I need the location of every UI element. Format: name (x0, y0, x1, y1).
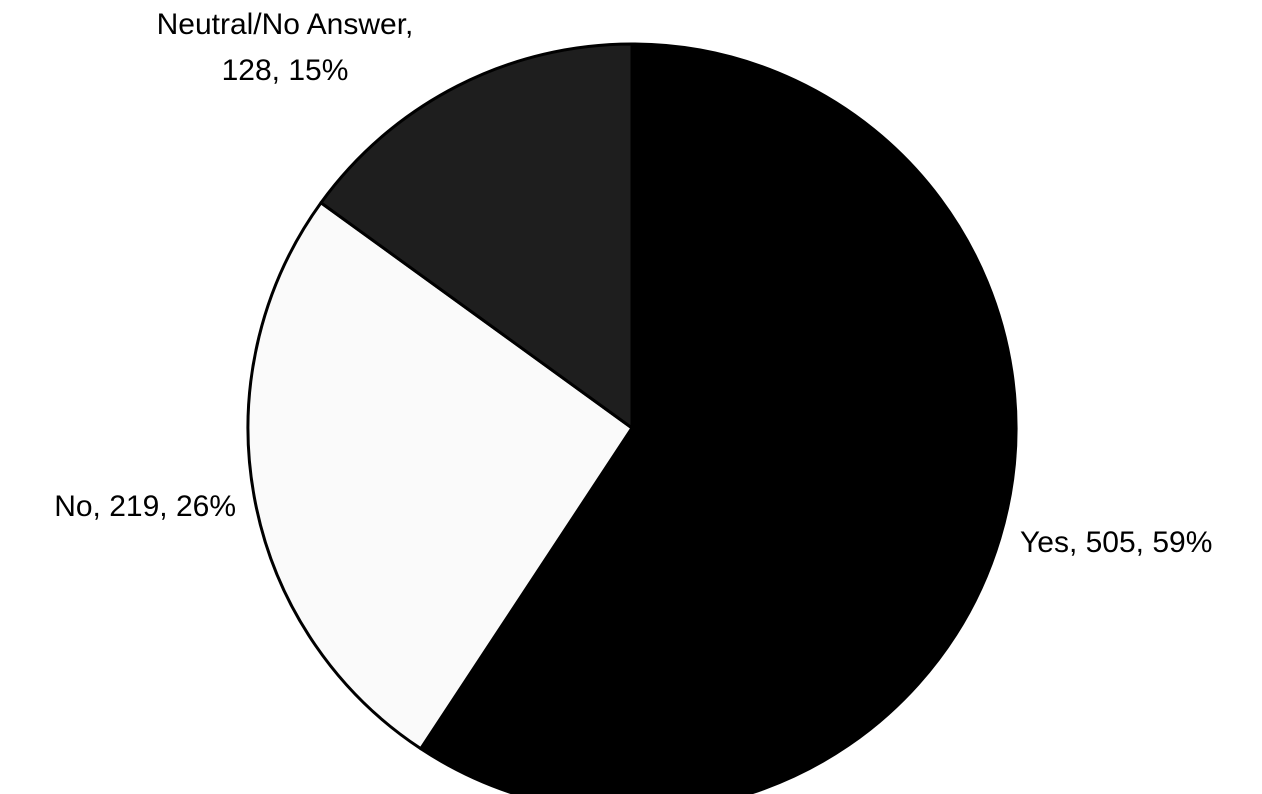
slice-label-line: No, 219, 26% (54, 490, 236, 523)
pie-slice-yes (419, 42, 1018, 794)
pie-slice-no (246, 201, 634, 751)
pie-slice-neutral-no-answer (319, 42, 634, 430)
slice-label-line: Yes, 505, 59% (1020, 526, 1212, 559)
slice-label-yes: Yes, 505, 59% (1020, 526, 1212, 559)
slice-label-neutral-no-answer: Neutral/No Answer, 128, 15% (157, 8, 414, 87)
slice-label-line: Neutral/No Answer, (157, 8, 414, 41)
pie-labels: Yes, 505, 59% No, 219, 26% Neutral/No Answ… (54, 8, 1212, 559)
pie-slices (246, 42, 1018, 794)
slice-label-no: No, 219, 26% (54, 490, 236, 523)
slice-label-line: 128, 15% (222, 54, 349, 87)
